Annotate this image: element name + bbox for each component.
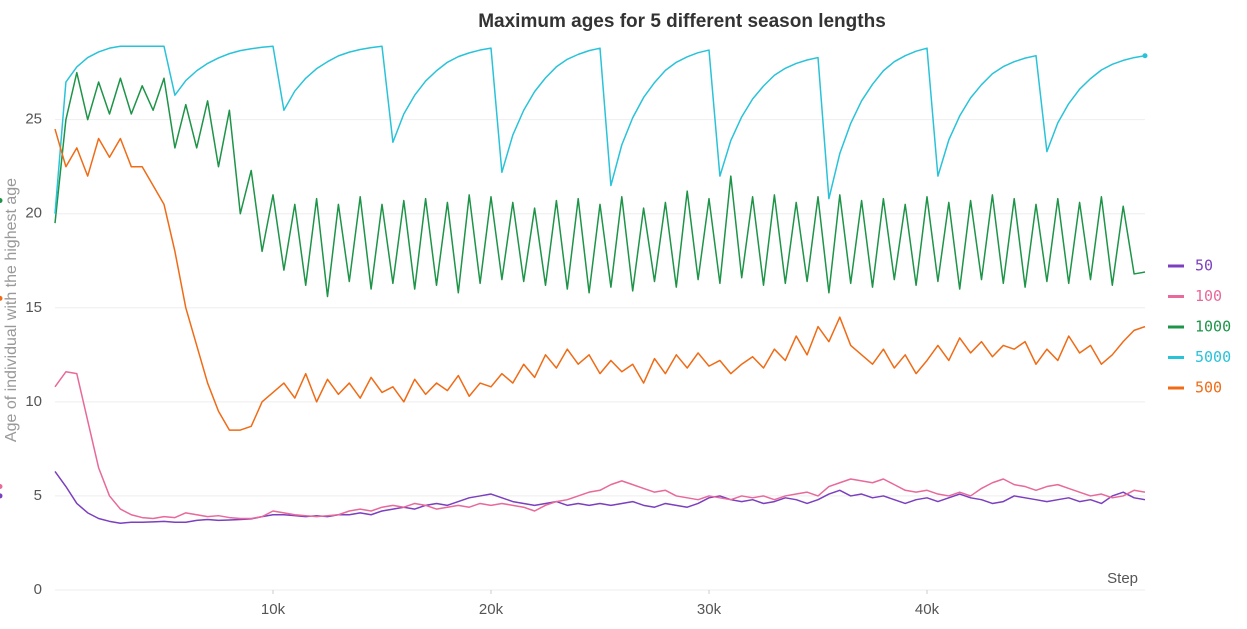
x-tick-label: 30k [697,601,722,618]
x-tick-label: 10k [261,601,286,618]
legend-label: 100 [1195,287,1222,305]
series-line [54,128,1146,431]
chart-title: Maximum ages for 5 different season leng… [478,11,886,32]
x-axis-label: Step [1107,570,1138,587]
y-tick-label: 0 [34,581,42,598]
legend-label: 5000 [1195,348,1231,366]
x-tick-label: 20k [479,601,504,618]
end-point [0,484,3,490]
end-point [0,493,3,499]
series-line [54,371,1146,520]
end-point [0,198,3,204]
series-line [54,471,1146,524]
legend-label: 1000 [1195,318,1231,336]
y-tick-label: 5 [34,487,42,504]
series-line [54,45,1146,214]
series-line [54,71,1146,298]
y-axis-label: Age of individual with the highest age [3,178,20,442]
end-point [0,295,3,301]
y-tick-label: 10 [25,393,42,410]
x-tick-label: 40k [915,601,940,618]
y-tick-label: 25 [25,111,42,128]
legend-label: 50 [1195,257,1213,275]
end-point [1142,53,1148,59]
legend-label: 500 [1195,379,1222,397]
y-tick-label: 15 [25,299,42,316]
y-tick-label: 20 [25,205,42,222]
